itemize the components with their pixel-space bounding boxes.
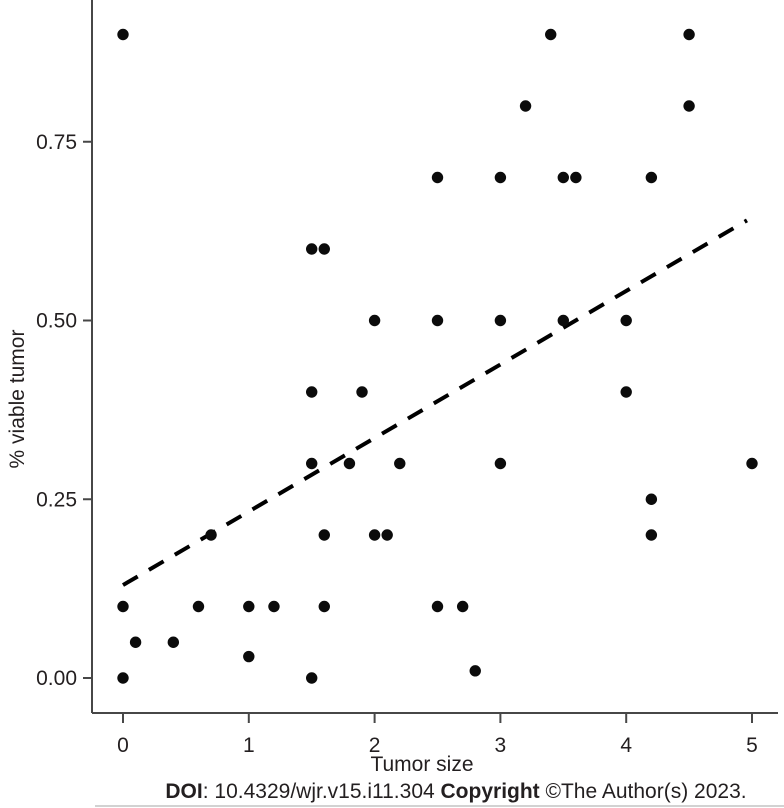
bottom-divider [95,805,784,807]
data-point [356,386,368,398]
data-point [243,650,255,663]
data-point [519,100,532,112]
data-point [456,600,469,613]
data-point [306,243,318,255]
x-axis-label: Tumor size [370,753,474,776]
data-point [192,600,205,613]
data-point [205,529,217,541]
x-tick-label: 5 [746,734,758,757]
data-point [117,600,129,613]
data-point [318,243,330,255]
data-point [431,600,444,613]
data-point [394,457,406,470]
x-tick-label: 4 [620,734,632,757]
data-point [545,28,557,41]
data-point [494,171,507,184]
data-point [645,171,658,184]
y-tick-label: 0.75 [36,131,77,154]
data-point [494,314,507,327]
doi-citation: DOI: 10.4329/wjr.v15.i11.304 Copyright ©… [128,779,784,805]
data-point [620,314,632,327]
data-point [167,636,180,648]
data-point [306,386,318,398]
data-point [645,493,658,505]
data-point [318,600,330,613]
copyright-value: ©The Author(s) 2023. [539,780,747,803]
data-point [557,314,569,327]
y-tick-label: 0.25 [36,488,77,511]
data-point [645,529,658,541]
doi-value: : 10.4329/wjr.v15.i11.304 [202,780,441,803]
data-point [306,457,318,470]
data-point [368,529,381,541]
data-point [117,672,129,684]
y-axis-label: % viable tumor [6,329,29,469]
doi-label: DOI [165,780,203,803]
x-tick-label: 1 [243,734,255,757]
data-point [129,636,142,648]
data-point [318,529,330,541]
x-tick-label: 3 [495,734,507,757]
copyright-label: Copyright [440,780,540,803]
y-tick-label: 0.50 [36,310,77,333]
trend-line [121,218,748,587]
data-point [683,28,695,41]
data-point [243,600,255,613]
data-point [431,314,444,327]
data-point [343,457,356,470]
x-tick-label: 0 [117,734,129,757]
data-point [620,386,632,398]
data-point [268,600,280,613]
data-point [306,672,318,684]
data-point [746,457,758,470]
y-tick-label: 0.00 [36,667,77,690]
data-point [117,28,129,41]
data-point [570,171,582,184]
data-point [368,314,381,327]
data-point [381,529,393,541]
data-point [469,665,481,677]
data-point [431,171,444,184]
data-point [494,457,507,470]
x-tick-label: 2 [369,734,381,757]
data-point [683,100,695,112]
data-point [557,171,569,184]
